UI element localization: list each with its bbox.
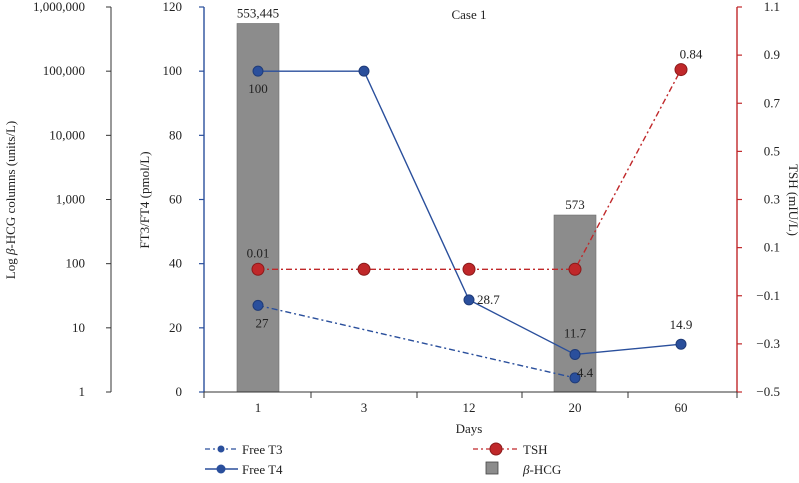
hcg-bar: [553, 214, 597, 393]
log-axis-tick-label: 100,000: [43, 63, 85, 78]
legend-hcg-symbol: β: [522, 462, 530, 477]
free-t4-marker: [569, 348, 581, 360]
legend-free-t4-label: Free T4: [242, 462, 283, 477]
left-axis-tick-label: 20: [169, 320, 182, 335]
right-axis-tick-label: 0.3: [764, 192, 780, 207]
bars-layer: [236, 23, 597, 393]
log-axis-tick-label: 1: [79, 384, 86, 399]
free-t4-marker: [675, 338, 687, 350]
tsh-marker: [357, 262, 371, 276]
log-axis-tick-label: 10,000: [49, 127, 85, 142]
log-axis-tick-label: 1,000,000: [33, 0, 85, 14]
x-axis-tick-label: 20: [569, 400, 582, 415]
right-axis-tick-label: −0.3: [756, 336, 780, 351]
labels-layer: 553,445 573 27 4.4 100 28.7 11.7 14.9 0.01 0.84: [237, 5, 703, 379]
tsh-marker: [674, 63, 688, 77]
chart-title: Case 1: [451, 7, 486, 22]
legend-hcg-swatch: [485, 461, 499, 475]
legend-free-t3-label: Free T3: [242, 442, 283, 457]
free-t3-label: 4.4: [577, 365, 594, 380]
tsh-label: 0.84: [680, 47, 703, 62]
hcg-bar-label: 573: [565, 197, 585, 212]
right-axis-tick-label: −0.1: [756, 288, 780, 303]
legend-hcg-label: β-HCG: [522, 462, 561, 477]
right-axis-tick-label: 1.1: [764, 0, 780, 14]
free-t4-marker: [463, 294, 475, 306]
tsh-marker: [462, 262, 476, 276]
series-layer: [251, 63, 688, 384]
free-t4-label: 100: [248, 81, 268, 96]
left-axis-title: FT3/FT4 (pmol/L): [137, 151, 152, 248]
log-axis-title-symbol: β: [3, 248, 18, 256]
legend-hcg-text: -HCG: [529, 462, 561, 477]
right-axis-tick-label: 0.7: [764, 95, 781, 110]
legend-tsh-label: TSH: [523, 442, 548, 457]
log-axis-tick-label: 10: [72, 320, 85, 335]
log-axis-tick-label: 1,000: [56, 192, 85, 207]
legend: Free T3 Free T4 TSH β-HCG: [205, 442, 561, 477]
free-t4-label: 11.7: [564, 325, 587, 340]
log-axis-title-suffix: -HCG columns (units/L): [3, 121, 18, 249]
left-axis-tick-label: 60: [169, 192, 182, 207]
log-axis-title-prefix: Log: [3, 255, 18, 279]
x-axis-title: Days: [456, 421, 483, 436]
free-t4-marker: [252, 65, 264, 77]
log-axis-tick-label: 100: [66, 256, 86, 271]
right-axis-tick-label: −0.5: [756, 384, 780, 399]
right-axis-tick-label: 0.9: [764, 47, 780, 62]
right-axis-tick-label: 0.1: [764, 240, 780, 255]
tsh-marker: [568, 262, 582, 276]
x-axis-tick-label: 1: [255, 400, 262, 415]
legend-free-t4-marker: [216, 464, 226, 474]
right-axis-title: TSH (mIU/L): [786, 164, 799, 236]
hcg-bar-label: 553,445: [237, 5, 279, 20]
x-axis-tick-label: 3: [361, 400, 368, 415]
tsh-label: 0.01: [247, 245, 270, 260]
log-axis-title: Log β-HCG columns (units/L): [3, 121, 18, 280]
free-t3-marker: [569, 372, 581, 384]
legend-tsh-marker: [489, 442, 503, 456]
free-t3-label: 27: [256, 315, 270, 330]
x-axis-tick-label: 12: [463, 400, 476, 415]
free-t3-line: [257, 304, 576, 379]
tsh-marker: [251, 262, 265, 276]
free-t4-marker: [358, 65, 370, 77]
free-t4-label: 28.7: [477, 292, 500, 307]
tsh-line: [258, 69, 682, 270]
left-axis-tick-label: 80: [169, 127, 182, 142]
free-t4-label: 14.9: [670, 317, 693, 332]
x-axis-tick-label: 60: [675, 400, 688, 415]
free-t4-line: [258, 70, 682, 356]
left-axis-tick-label: 0: [176, 384, 183, 399]
right-axis-tick-label: 0.5: [764, 143, 780, 158]
free-t3-marker: [252, 299, 264, 311]
left-axis-tick-label: 40: [169, 256, 182, 271]
hcg-bar: [236, 23, 280, 393]
left-axis-tick-label: 100: [163, 63, 183, 78]
legend-free-t3-marker: [217, 445, 225, 453]
left-axis-tick-label: 120: [163, 0, 183, 14]
